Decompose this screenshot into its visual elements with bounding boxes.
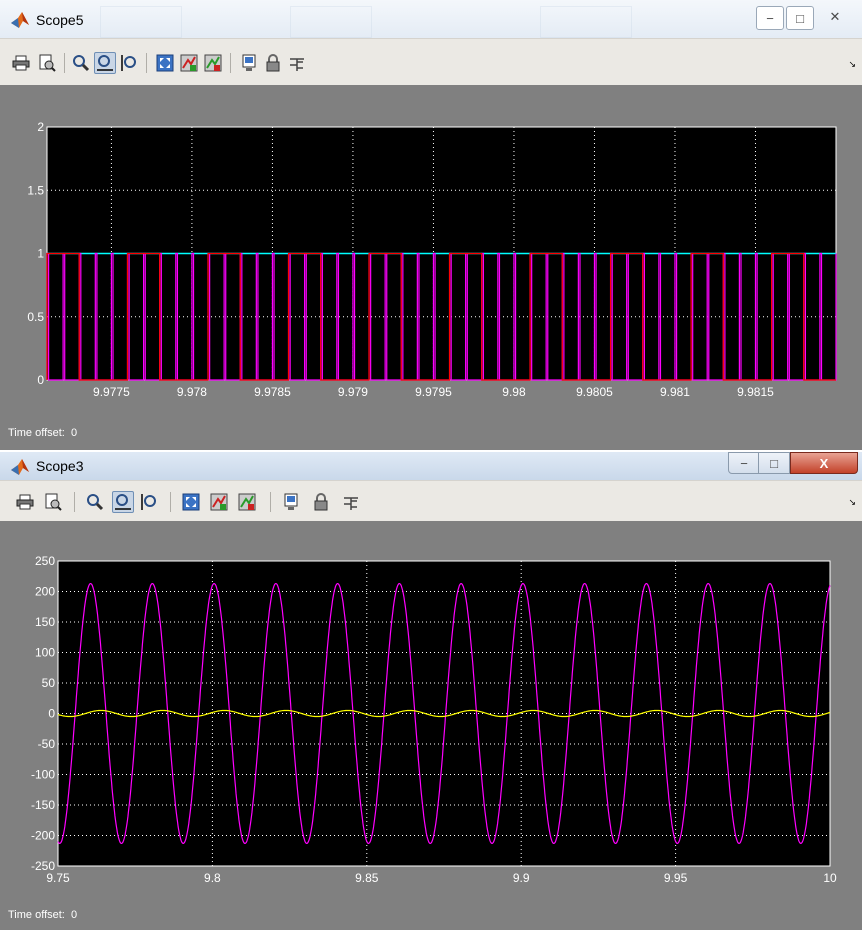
y-tick-label: 150 — [35, 615, 55, 629]
close-button[interactable]: ✕ — [829, 9, 841, 24]
minimize-button[interactable]: − — [756, 6, 784, 30]
scope-figure: 9.9775 9.978 9.9785 9.979 9.9795 9.98 9.9805 9.… — [0, 85, 862, 450]
y-tick-label: 0 — [37, 373, 44, 387]
y-tick-label: -200 — [31, 829, 55, 843]
x-tick-label: 9.95 — [664, 871, 688, 885]
floating-scope-lock-icon[interactable] — [310, 491, 332, 513]
x-tick-label: 9.9805 — [576, 385, 613, 399]
scope5-window: Scope5 − □ ✕ ↘ 9.9775 9.978 9.9785 9.979 9.9… — [0, 0, 862, 450]
x-tick-label: 9.9795 — [415, 385, 452, 399]
scope-toolbar: ↘ — [0, 480, 862, 522]
toolbar-separator — [170, 492, 171, 512]
x-tick-label: 9.9 — [513, 871, 530, 885]
print-preview-icon[interactable] — [36, 52, 58, 74]
scope-figure: 9.75 9.8 9.85 9.9 9.95 10 -250 -200 -150 -100 -50 0… — [0, 521, 862, 930]
time-offset-value: 0 — [70, 909, 78, 921]
window-title: Scope5 — [36, 12, 84, 28]
print-icon[interactable] — [14, 491, 36, 513]
y-tick-label: -50 — [38, 737, 56, 751]
zoom-x-icon[interactable] — [94, 52, 116, 74]
maximize-button[interactable]: □ — [758, 452, 790, 474]
time-offset: Time offset: 0 — [8, 427, 77, 439]
signal-selection-icon[interactable] — [286, 52, 308, 74]
window-title: Scope3 — [36, 458, 84, 474]
toolbar-overflow-icon[interactable]: ↘ — [848, 497, 856, 507]
title-bar[interactable]: Scope3 − □ X — [0, 452, 862, 480]
x-tick-label: 9.978 — [177, 385, 207, 399]
time-offset: Time offset: 0 — [8, 909, 77, 921]
y-tick-label: -100 — [31, 768, 55, 782]
x-tick-label: 9.75 — [46, 871, 70, 885]
zoom-y-icon[interactable] — [138, 491, 160, 513]
toolbar-separator — [230, 53, 231, 73]
maximize-button[interactable]: □ — [786, 6, 814, 30]
scope5-axes[interactable]: 9.9775 9.978 9.9785 9.979 9.9795 9.98 9.9805 9.… — [0, 85, 862, 450]
y-tick-label: -150 — [31, 798, 55, 812]
title-bar[interactable]: Scope5 − □ ✕ — [0, 0, 862, 38]
x-tick-label: 9.9775 — [93, 385, 130, 399]
toolbar-separator — [270, 492, 271, 512]
time-offset-label: Time offset: — [8, 909, 65, 921]
time-offset-value: 0 — [70, 427, 78, 439]
toolbar-separator — [146, 53, 147, 73]
parameters-icon[interactable] — [238, 52, 260, 74]
time-offset-label: Time offset: — [8, 427, 65, 439]
series-line — [57, 582, 831, 844]
close-button[interactable]: X — [790, 452, 858, 474]
save-axes-icon[interactable] — [178, 52, 200, 74]
scope-toolbar: ↘ — [0, 38, 862, 86]
y-tick-label: 2 — [37, 120, 44, 134]
zoom-y-icon[interactable] — [118, 52, 140, 74]
y-tick-label: 250 — [35, 554, 55, 568]
series-line — [57, 709, 831, 718]
x-tick-label: 9.98 — [502, 385, 526, 399]
x-tick-label: 9.9815 — [737, 385, 774, 399]
toolbar-overflow-icon[interactable]: ↘ — [848, 59, 856, 69]
background-ghost — [540, 6, 632, 38]
x-tick-label: 9.8 — [204, 871, 221, 885]
x-tick-label: 9.979 — [338, 385, 368, 399]
y-tick-label: -250 — [31, 859, 55, 873]
zoom-in-icon[interactable] — [84, 491, 106, 513]
scope3-axes[interactable]: 9.75 9.8 9.85 9.9 9.95 10 -250 -200 -150 -100 -50 0… — [0, 521, 862, 911]
matlab-icon — [11, 12, 29, 28]
background-ghost — [100, 6, 182, 38]
toolbar-separator — [64, 53, 65, 73]
print-preview-icon[interactable] — [42, 491, 64, 513]
y-tick-label: 100 — [35, 646, 55, 660]
restore-axes-icon[interactable] — [202, 52, 224, 74]
floating-scope-lock-icon[interactable] — [262, 52, 284, 74]
y-tick-label: 50 — [42, 676, 56, 690]
zoom-x-icon[interactable] — [112, 491, 134, 513]
x-tick-label: 9.85 — [355, 871, 379, 885]
y-tick-label: 0.5 — [27, 310, 44, 324]
matlab-icon — [11, 459, 29, 475]
y-tick-label: 0 — [48, 707, 55, 721]
toolbar-separator — [74, 492, 75, 512]
signal-selection-icon[interactable] — [340, 491, 362, 513]
x-tick-label: 9.9785 — [254, 385, 291, 399]
y-tick-label: 1 — [37, 247, 44, 261]
scope3-window: Scope3 − □ X ↘ 9.75 9.8 9.85 9.9 9.95 10 -250 -… — [0, 452, 862, 930]
y-tick-label: 200 — [35, 585, 55, 599]
autoscale-icon[interactable] — [180, 491, 202, 513]
series-line — [46, 252, 836, 381]
y-tick-label: 1.5 — [27, 183, 44, 197]
save-axes-icon[interactable] — [208, 491, 230, 513]
x-tick-label: 10 — [823, 871, 837, 885]
parameters-icon[interactable] — [280, 491, 302, 513]
autoscale-icon[interactable] — [154, 52, 176, 74]
print-icon[interactable] — [10, 52, 32, 74]
restore-axes-icon[interactable] — [236, 491, 258, 513]
x-tick-label: 9.981 — [660, 385, 690, 399]
background-ghost — [290, 6, 372, 38]
zoom-in-icon[interactable] — [70, 52, 92, 74]
minimize-button[interactable]: − — [728, 452, 760, 474]
